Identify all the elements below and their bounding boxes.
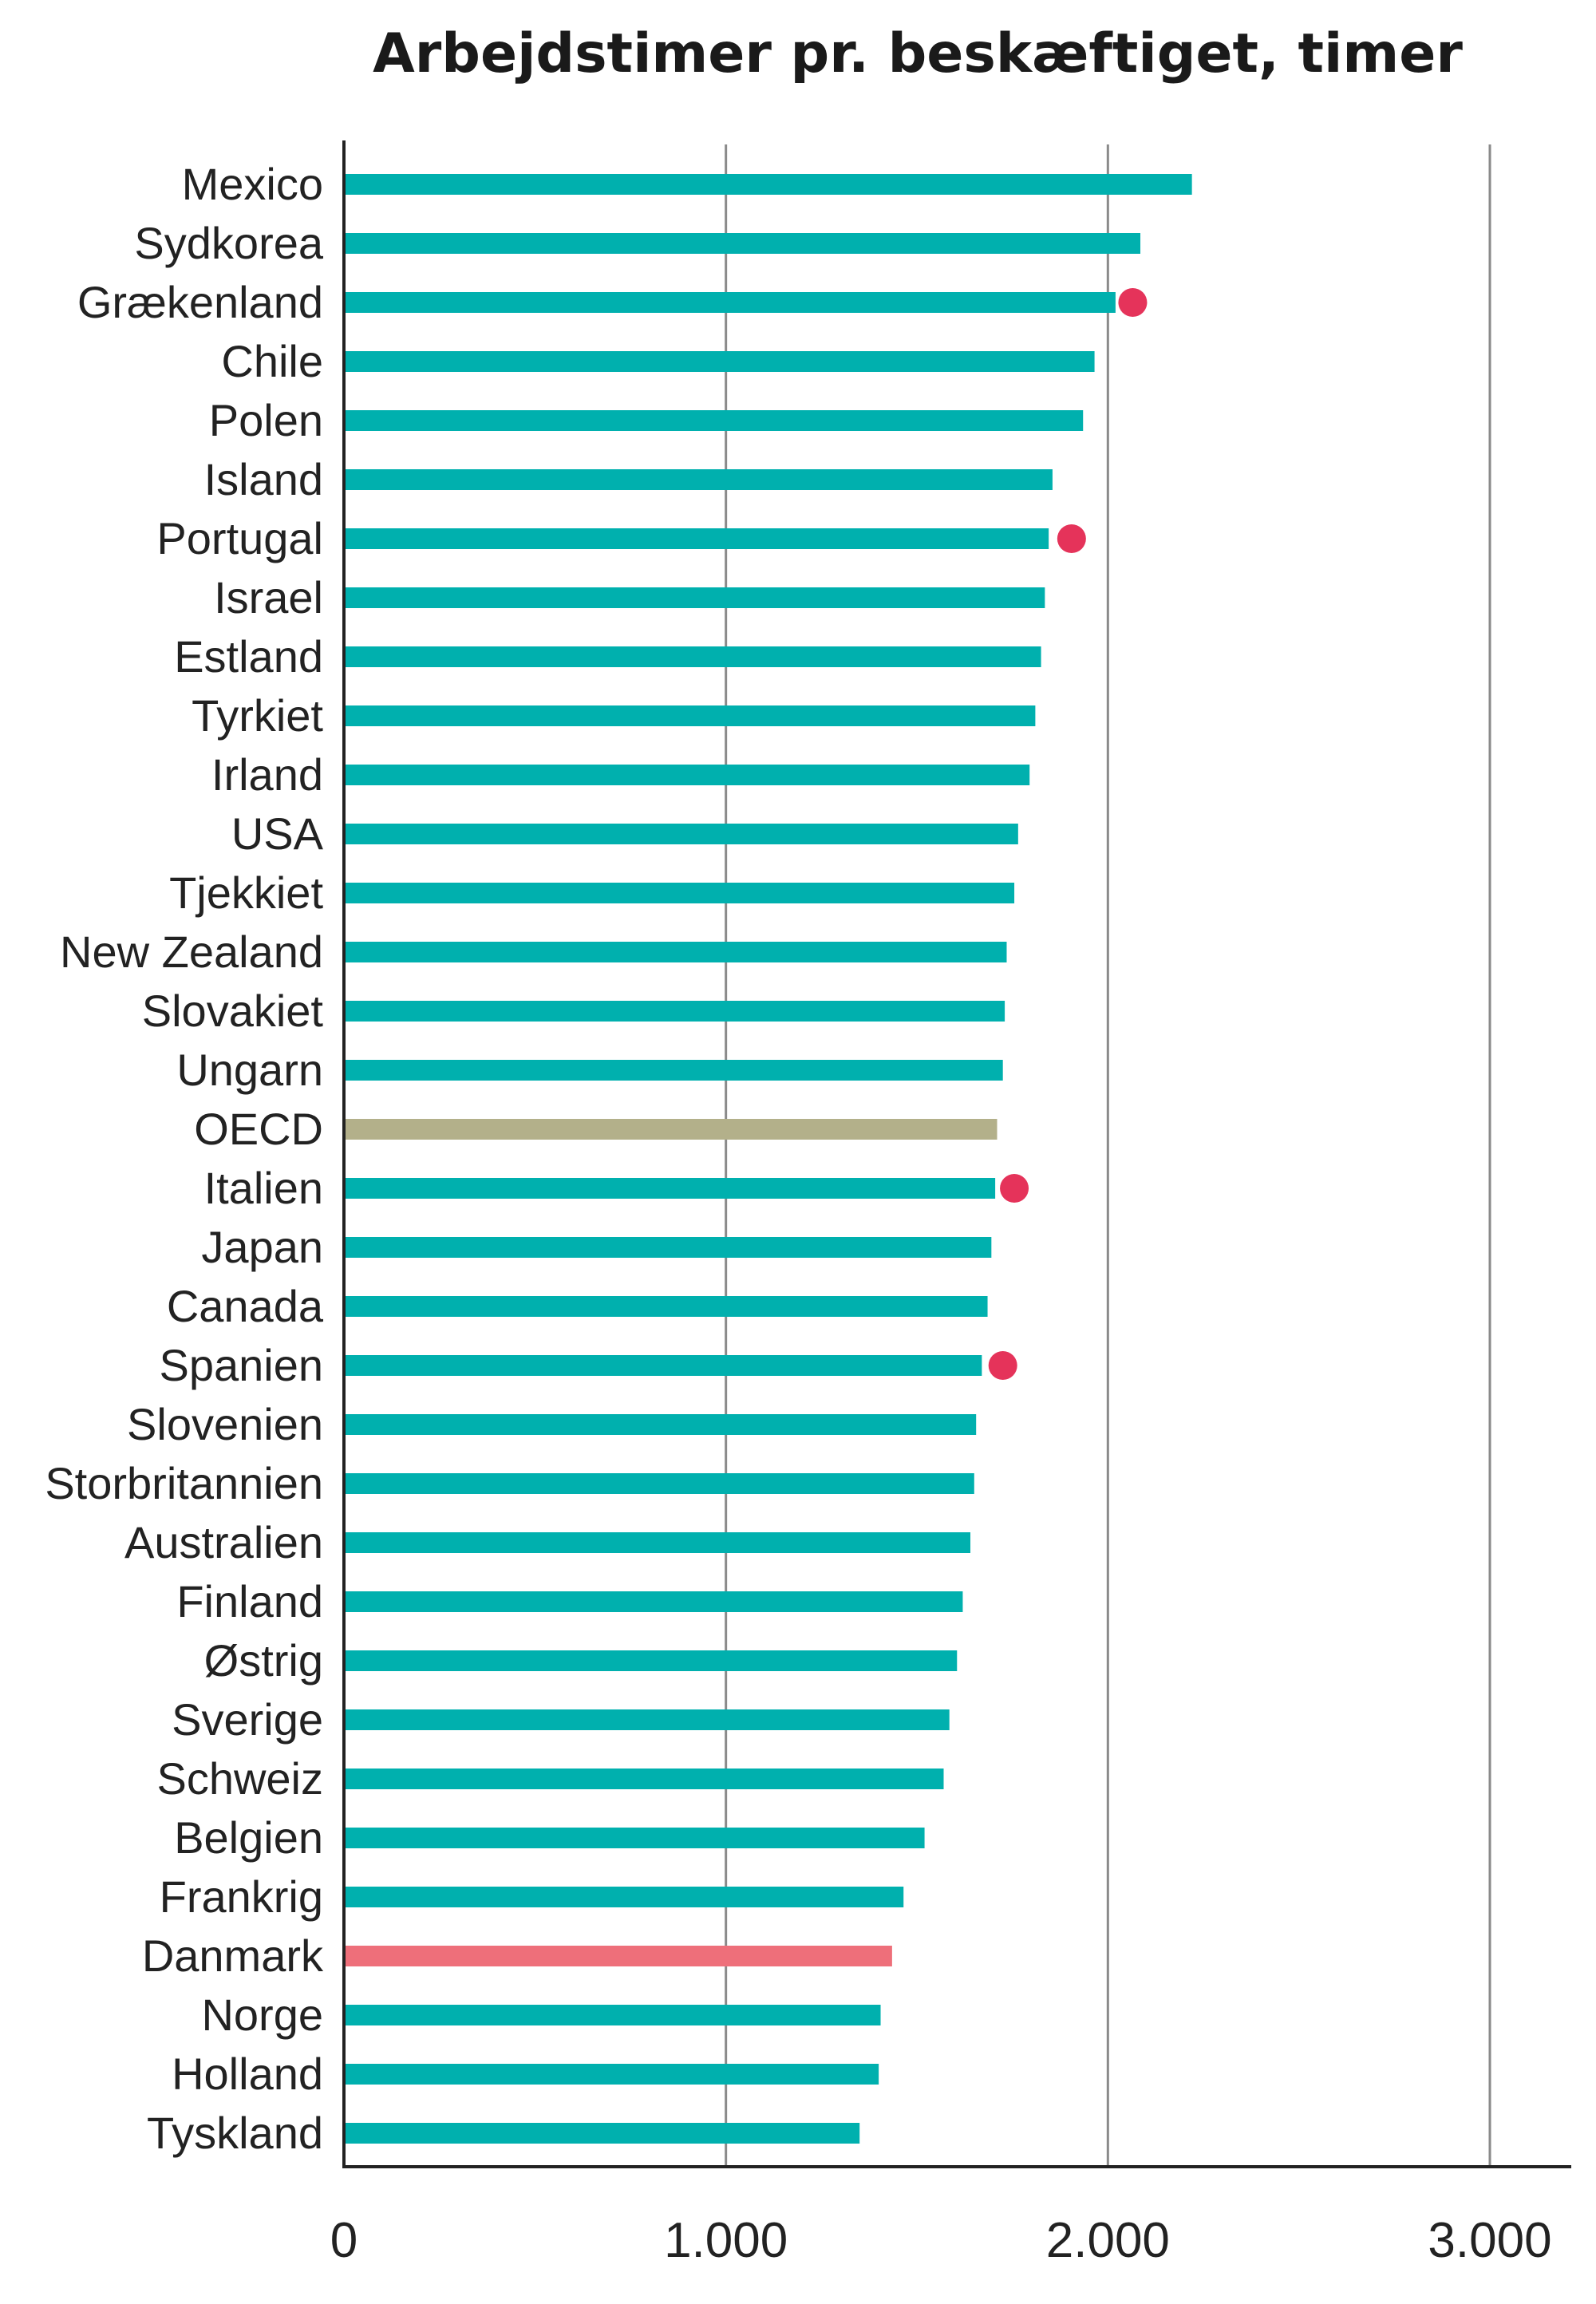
category-label: Ungarn [176, 1045, 323, 1095]
category-label: Israel [214, 572, 323, 622]
category-label: Polen [209, 395, 323, 445]
category-label: Tjekkiet [169, 867, 323, 918]
bar-ungarn [344, 1060, 1003, 1081]
category-label: Slovenien [127, 1399, 323, 1449]
category-label: Sydkorea [134, 218, 323, 268]
category-label: Sverige [172, 1694, 323, 1745]
category-label: Belgien [174, 1812, 323, 1863]
category-label: Italien [204, 1163, 323, 1213]
bar-australien [344, 1532, 971, 1553]
bar-chile [344, 351, 1095, 372]
bar-israel [344, 587, 1045, 608]
category-label: USA [231, 808, 324, 859]
bar-tyskland [344, 2123, 860, 2144]
category-label: Danmark [142, 1931, 324, 1981]
bar-japan [344, 1237, 992, 1258]
bar-østrig [344, 1650, 958, 1671]
bar-danmark [344, 1946, 892, 1966]
category-label: Canada [167, 1281, 324, 1331]
bar-irland [344, 765, 1030, 785]
x-tick-label: 0 [330, 2213, 358, 2268]
category-label: Island [204, 454, 323, 504]
bar-belgien [344, 1828, 925, 1848]
category-label: Finland [176, 1576, 323, 1626]
bar-usa [344, 824, 1018, 844]
x-tick-label: 2.000 [1046, 2213, 1170, 2268]
category-label: Holland [172, 2049, 323, 2099]
bar-slovakiet [344, 1001, 1005, 1022]
marker-dot [1057, 524, 1086, 553]
bar-tyrkiet [344, 705, 1036, 726]
bar-sverige [344, 1709, 950, 1730]
category-label: New Zealand [60, 927, 323, 977]
bar-italien [344, 1178, 996, 1199]
bar-island [344, 469, 1053, 490]
category-label: Tyskland [147, 2108, 323, 2158]
bar-oecd [344, 1119, 998, 1140]
category-label: Chile [221, 336, 323, 386]
category-label: Spanien [159, 1340, 323, 1390]
category-label: Mexico [182, 159, 323, 209]
bar-norge [344, 2005, 881, 2025]
bar-holland [344, 2064, 879, 2085]
bar-storbritannien [344, 1473, 974, 1494]
category-label: Frankrig [160, 1871, 323, 1922]
marker-dot [1000, 1174, 1029, 1203]
category-label: Portugal [156, 513, 323, 563]
category-label: Tyrkiet [192, 690, 323, 741]
bar-portugal [344, 528, 1049, 549]
category-label: Slovakiet [142, 986, 324, 1036]
marker-dot [1118, 288, 1148, 317]
x-tick-label: 3.000 [1428, 2213, 1551, 2268]
bar-canada [344, 1296, 988, 1317]
category-label: Grækenland [77, 277, 323, 327]
category-label: Australien [124, 1517, 323, 1567]
bar-new-zealand [344, 942, 1007, 962]
bar-sydkorea [344, 233, 1141, 254]
bar-grækenland [344, 292, 1116, 313]
bar-frankrig [344, 1887, 904, 1907]
bar-slovenien [344, 1414, 977, 1435]
bar-schweiz [344, 1769, 944, 1789]
category-label: Østrig [204, 1635, 323, 1686]
bar-mexico [344, 174, 1192, 195]
bar-estland [344, 646, 1041, 667]
category-label: Irland [211, 749, 323, 800]
category-label: Japan [201, 1222, 323, 1272]
category-label: Estland [174, 631, 323, 682]
chart-title: Arbejdstimer pr. beskæftiget, timer [373, 22, 1463, 85]
marker-dot [988, 1351, 1017, 1380]
category-label: Norge [201, 1990, 323, 2040]
category-label: Schweiz [156, 1753, 323, 1804]
bar-spanien [344, 1355, 982, 1376]
bar-tjekkiet [344, 883, 1015, 903]
bar-polen [344, 410, 1084, 431]
bar-finland [344, 1591, 963, 1612]
x-tick-label: 1.000 [664, 2213, 788, 2268]
category-label: Storbritannien [45, 1458, 323, 1508]
category-label: OECD [194, 1104, 323, 1154]
